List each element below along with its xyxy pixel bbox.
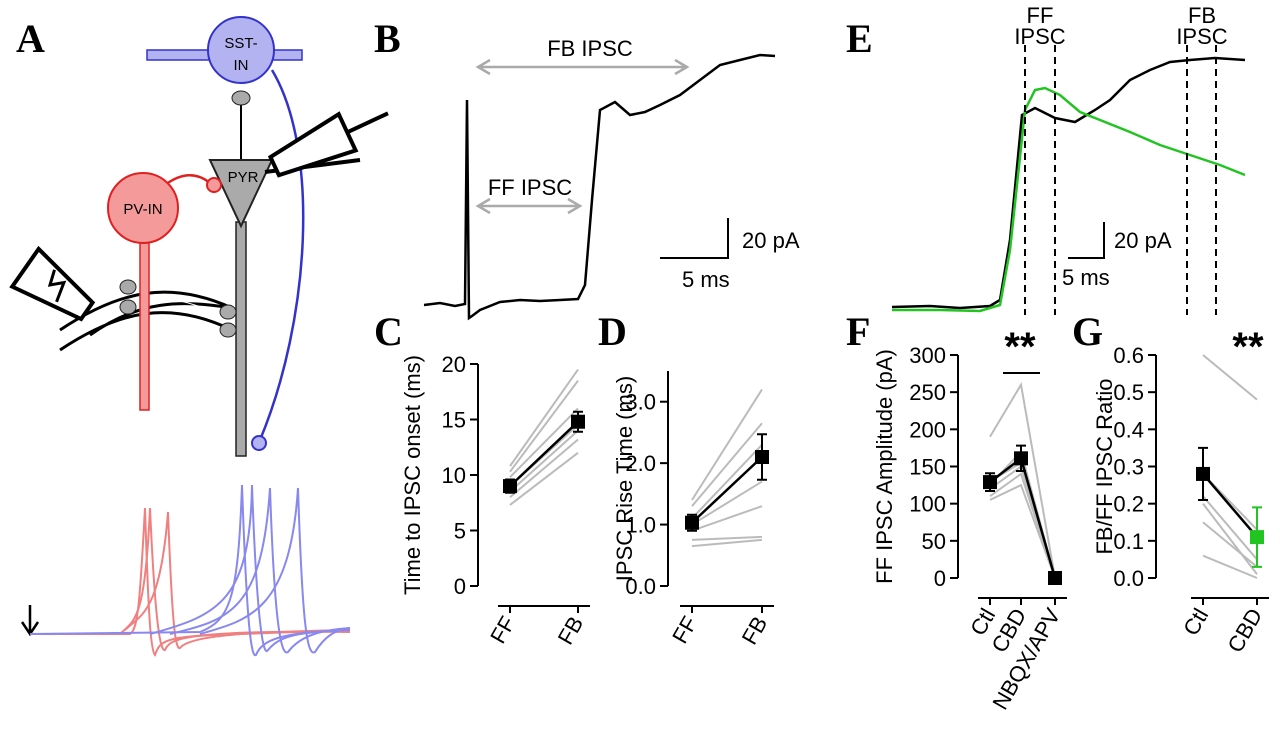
individual-line [509, 380, 579, 473]
mean-line [691, 456, 763, 524]
scale-label: 5 ms [682, 267, 730, 292]
y-tick-label: 15 [442, 408, 466, 433]
y-axis-label: FF IPSC Amplitude (pA) [872, 349, 897, 584]
mean-marker [983, 475, 997, 490]
y-tick-label: 0.0 [625, 574, 656, 599]
y-tick-label: 5 [454, 519, 466, 544]
individual-line [691, 444, 763, 520]
significance: ** [1004, 325, 1036, 369]
y-tick-label: 10 [442, 463, 466, 488]
y-axis-label: FB/FF IPSC Ratio [1092, 378, 1117, 554]
individual-line [691, 388, 763, 501]
y-tick-label: 150 [909, 455, 946, 480]
x-tick-label: Ctl [1178, 604, 1213, 640]
individual-line [509, 368, 579, 467]
annotation: IPSC [1014, 24, 1065, 49]
individual-line [1202, 503, 1258, 575]
individual-line [1202, 554, 1258, 579]
mean-line [1202, 473, 1258, 538]
individual-line [691, 535, 763, 541]
mean-marker [685, 515, 699, 530]
scale-label: 5 ms [1062, 265, 1110, 290]
y-tick-label: 3.0 [625, 390, 656, 415]
scale-label: 20 pA [742, 228, 800, 253]
panel-label: C [374, 309, 403, 354]
y-tick-label: 0.1 [1113, 529, 1144, 554]
mean-marker [755, 450, 769, 464]
y-tick-label: 1.0 [625, 513, 656, 538]
y-axis-label: IPSC Rise Time (ms) [612, 376, 637, 581]
individual-line [509, 452, 579, 506]
y-tick-label: 0.2 [1113, 492, 1144, 517]
annotation: FF [1027, 3, 1054, 28]
panel-label: F [846, 309, 870, 354]
y-tick-label: 200 [909, 417, 946, 442]
y-axis-label: Time to IPSC onset (ms) [400, 355, 425, 595]
cell-label: PV-IN [123, 201, 162, 218]
individual-line [1202, 354, 1258, 401]
circuit-diagram [9, 16, 389, 657]
y-tick-label: 100 [909, 492, 946, 517]
panel-label: B [374, 16, 401, 61]
mean-marker [1196, 466, 1210, 481]
mean-marker [1014, 451, 1028, 466]
individual-line [1202, 495, 1258, 561]
panel-label: D [598, 309, 627, 354]
x-tick-label: FB [553, 612, 589, 649]
individual-line [509, 429, 579, 493]
individual-line [691, 480, 763, 526]
cell-label: PYR [228, 169, 259, 186]
y-tick-label: 0.0 [1113, 566, 1144, 591]
y-tick-label: 250 [909, 380, 946, 405]
y-tick-label: 0.4 [1113, 417, 1144, 442]
individual-line [691, 538, 763, 548]
x-tick-label: FF [485, 612, 520, 648]
panel-label: E [846, 16, 873, 61]
individual-line [1202, 521, 1258, 568]
y-tick-label: 20 [442, 352, 466, 377]
annotation: FB IPSC [547, 36, 633, 61]
individual-line [691, 422, 763, 507]
panel-label: A [16, 16, 45, 61]
mean-marker [1048, 571, 1062, 585]
y-tick-label: 0 [934, 566, 946, 591]
y-tick-label: 0.3 [1113, 455, 1144, 480]
y-tick-label: 0 [454, 574, 466, 599]
cell-label: SST- [224, 35, 257, 52]
individual-line [691, 505, 763, 532]
mean-line [509, 420, 579, 488]
individual-line [989, 381, 1056, 579]
annotation: FB [1188, 3, 1216, 28]
y-tick-label: 0.5 [1113, 380, 1144, 405]
scale-label: 20 pA [1114, 228, 1172, 253]
y-tick-label: 0.6 [1113, 343, 1144, 368]
y-tick-label: 2.0 [625, 451, 656, 476]
trace-panel-b [423, 53, 776, 321]
individual-line [509, 407, 579, 478]
x-tick-label: FF [667, 612, 702, 648]
y-tick-label: 50 [922, 529, 946, 554]
x-tick-label: FB [737, 612, 773, 649]
annotation: IPSC [1176, 24, 1227, 49]
y-tick-label: 300 [909, 343, 946, 368]
panel-label: G [1072, 309, 1103, 354]
trace-panel-e [891, 45, 1246, 315]
mean-marker [571, 414, 585, 429]
mean-marker [503, 479, 517, 494]
individual-line [509, 438, 579, 498]
individual-line [989, 483, 1056, 579]
annotation: FF IPSC [488, 175, 572, 200]
mean-marker [1250, 530, 1264, 545]
cell-label: IN [234, 57, 249, 74]
significance: ** [1232, 325, 1264, 369]
x-tick-label: CBD [1222, 604, 1267, 657]
